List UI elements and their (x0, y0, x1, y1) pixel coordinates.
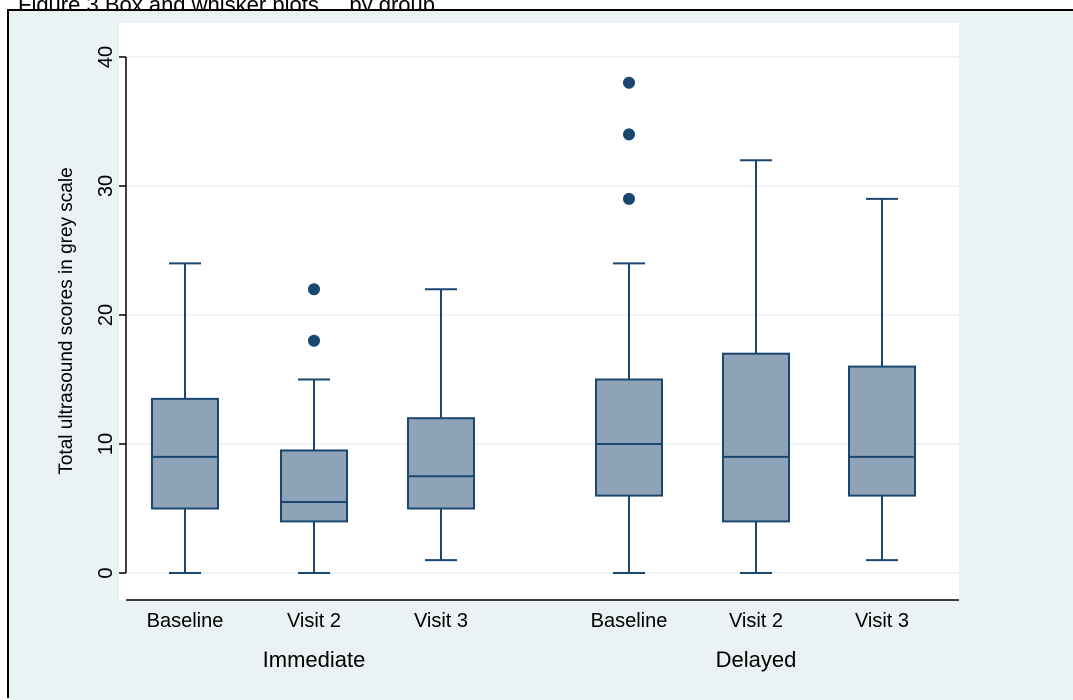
outlier-point (623, 128, 635, 141)
plot-area (119, 23, 959, 600)
outlier-point (308, 283, 320, 296)
box-plot-chart: 0 10 20 30 40 Baseline Visit 2 Visit 3 Immediat… (9, 11, 1073, 700)
outlier-point (623, 192, 635, 205)
iqr-box (151, 397, 219, 510)
box-delayed-visit-3 (848, 197, 916, 562)
y-axis: 0 10 20 30 40 (95, 46, 959, 601)
gridlines (119, 56, 959, 574)
iqr-box (848, 365, 916, 497)
y-tick-label: 30 (95, 175, 117, 197)
iqr-box (722, 352, 790, 523)
box-immediate-visit-3 (407, 288, 475, 562)
outlier-point (308, 334, 320, 347)
chart-frame: 0 10 20 30 40 Baseline Visit 2 Visit 3 Immediat… (7, 9, 1073, 700)
x-tick-label: Visit 2 (729, 610, 783, 632)
x-tick-label: Baseline (147, 610, 224, 632)
iqr-box (280, 449, 348, 523)
y-axis-title: Total ultrasound scores in grey scale (56, 167, 77, 474)
x-axis-labels: Baseline Visit 2 Visit 3 Immediate Baseline V… (147, 610, 909, 672)
group-label: Delayed (716, 647, 797, 672)
iqr-box (407, 417, 475, 510)
outlier-point (623, 76, 635, 89)
box-delayed-baseline (595, 76, 663, 574)
box-immediate-baseline (151, 262, 219, 574)
x-tick-label: Visit 3 (414, 610, 468, 632)
group-label: Immediate (263, 647, 366, 672)
x-tick-label: Visit 3 (855, 610, 909, 632)
x-tick-label: Baseline (591, 610, 668, 632)
iqr-box (595, 378, 663, 497)
y-tick-label: 40 (95, 46, 117, 68)
y-tick-label: 10 (95, 433, 117, 455)
boxes (151, 76, 916, 574)
y-tick-label: 0 (95, 567, 117, 578)
y-tick-label: 20 (95, 304, 117, 326)
box-immediate-visit-2 (280, 283, 348, 574)
x-tick-label: Visit 2 (287, 610, 341, 632)
box-delayed-visit-2 (722, 159, 790, 574)
